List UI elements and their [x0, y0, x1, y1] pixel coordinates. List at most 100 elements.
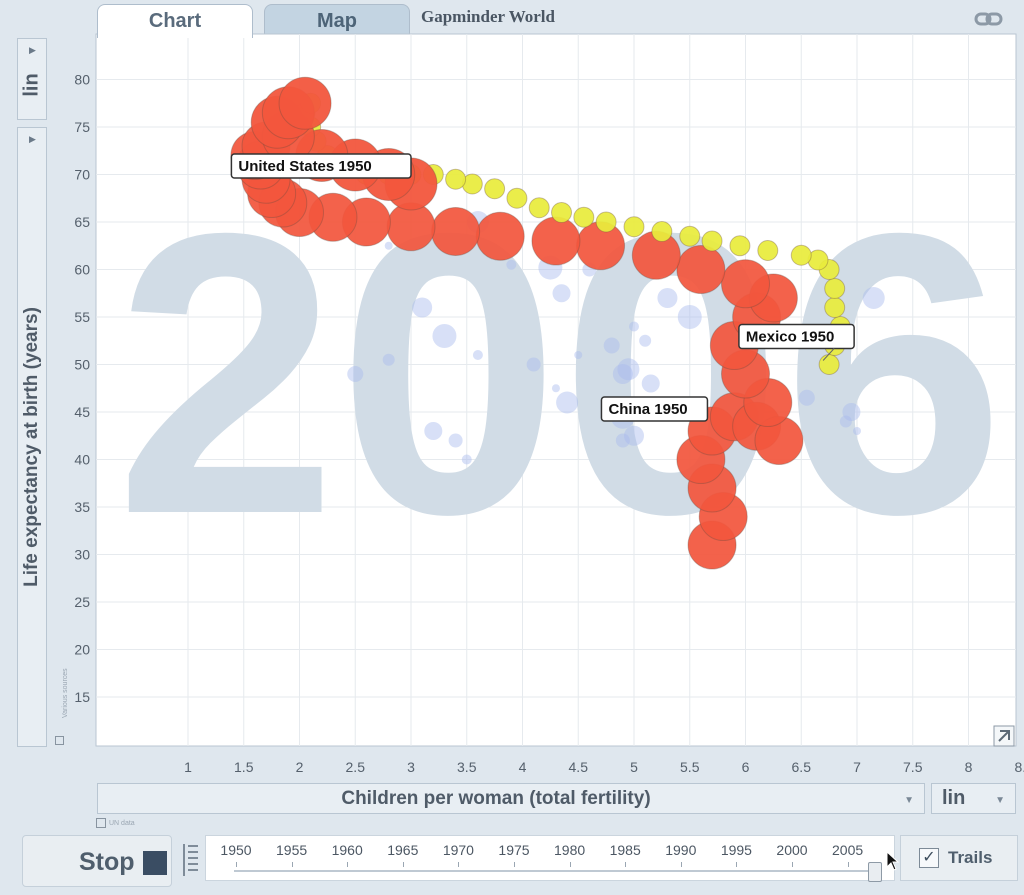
- data-bubble[interactable]: [839, 415, 852, 428]
- timeline-track[interactable]: [234, 870, 874, 872]
- data-bubble[interactable]: [531, 216, 581, 266]
- data-bubble[interactable]: [382, 353, 395, 366]
- data-bubble[interactable]: [623, 216, 645, 238]
- data-bubble[interactable]: [448, 433, 463, 448]
- speed-slider-icon[interactable]: [180, 840, 202, 880]
- data-bubble[interactable]: [824, 297, 846, 318]
- x-sources-link[interactable]: UN data: [96, 818, 135, 828]
- bubble-label-box: [738, 323, 855, 350]
- timeline-tick: [458, 862, 460, 867]
- timeline-tick: [347, 862, 349, 867]
- data-bubble[interactable]: [679, 225, 701, 247]
- data-bubble[interactable]: [824, 278, 846, 299]
- data-bubble[interactable]: [475, 211, 525, 261]
- data-bubble[interactable]: [798, 389, 815, 406]
- data-bubble[interactable]: [445, 168, 467, 190]
- x-indicator-dropdown[interactable]: Children per woman (total fertility) ▼: [97, 783, 925, 814]
- data-bubble[interactable]: [701, 230, 723, 252]
- data-bubble[interactable]: [472, 350, 483, 360]
- data-bubble[interactable]: [461, 454, 472, 465]
- data-bubble[interactable]: [639, 334, 652, 347]
- data-bubble[interactable]: [552, 284, 571, 303]
- data-bubble[interactable]: [526, 357, 541, 372]
- data-bubble[interactable]: [528, 197, 550, 219]
- timeline-tick: [569, 862, 571, 867]
- data-bubble[interactable]: [842, 403, 861, 421]
- data-bubble[interactable]: [432, 324, 457, 348]
- timeline[interactable]: 1950 1955 1960 1965 1970 1975 1980 1985 1990 1995…: [205, 835, 895, 882]
- timeline-year-label: 2000: [776, 842, 808, 858]
- data-bubble[interactable]: [506, 259, 517, 270]
- data-bubble[interactable]: [676, 245, 726, 294]
- trails-checkbox[interactable]: ✓: [919, 848, 939, 868]
- data-bubble[interactable]: [729, 235, 751, 257]
- data-bubble[interactable]: [629, 321, 639, 332]
- data-bubble[interactable]: [506, 187, 528, 209]
- data-bubble[interactable]: [573, 206, 595, 228]
- x-scale-dropdown[interactable]: lin ▼: [931, 783, 1016, 814]
- data-bubble[interactable]: [677, 305, 702, 329]
- timeline-tick: [514, 862, 515, 867]
- timeline-year-label: 1990: [665, 842, 697, 858]
- timeline-year-label: 1960: [331, 842, 363, 858]
- data-bubble[interactable]: [384, 241, 393, 250]
- bubble-label[interactable]: Mexico 1950: [738, 323, 855, 361]
- dropdown-arrow-icon: ▶: [29, 134, 36, 144]
- data-bubble[interactable]: [603, 337, 620, 354]
- x-tick-label: 4: [519, 759, 527, 775]
- table-icon[interactable]: [55, 736, 64, 745]
- y-tick-label: 30: [74, 547, 90, 563]
- dropdown-arrow-icon: ▶: [29, 45, 36, 55]
- data-bubble[interactable]: [278, 76, 332, 130]
- x-tick-label: 8.5: [1015, 759, 1024, 775]
- y-tick-label: 25: [74, 594, 90, 610]
- y-indicator-dropdown[interactable]: ▶ Life expectancy at birth (years): [17, 127, 47, 747]
- timeline-tick: [625, 862, 627, 867]
- expand-icon[interactable]: [993, 725, 1015, 747]
- timeline-slider-handle[interactable]: [868, 862, 882, 882]
- data-bubble[interactable]: [651, 221, 673, 242]
- data-bubble[interactable]: [615, 433, 630, 448]
- data-bubble[interactable]: [641, 374, 660, 393]
- data-bubble[interactable]: [657, 288, 678, 308]
- data-bubble[interactable]: [347, 366, 364, 382]
- trails-toggle[interactable]: ✓ Trails: [900, 835, 1018, 881]
- timeline-year-label: 1995: [720, 842, 752, 858]
- bubble-label-text: United States 1950: [238, 158, 371, 175]
- data-bubble[interactable]: [556, 391, 579, 414]
- y-scale-dropdown[interactable]: ▶ lin: [17, 38, 47, 120]
- data-bubble[interactable]: [484, 178, 506, 200]
- data-bubble[interactable]: [551, 384, 560, 393]
- dropdown-arrow-icon: ▼: [904, 795, 914, 806]
- data-bubble[interactable]: [612, 364, 633, 384]
- label-leader-line: [822, 348, 835, 361]
- data-bubble[interactable]: [617, 358, 640, 381]
- x-tick-label: 2: [296, 759, 304, 775]
- data-bubble[interactable]: [818, 354, 840, 375]
- x-tick-label: 7: [853, 759, 861, 775]
- data-bubble[interactable]: [431, 207, 481, 256]
- data-bubble[interactable]: [624, 425, 644, 446]
- data-bubble[interactable]: [412, 297, 433, 318]
- data-bubble[interactable]: [853, 427, 861, 435]
- y-tick-label: 20: [74, 642, 90, 658]
- x-tick-label: 6.5: [792, 759, 812, 775]
- y-tick-label: 15: [74, 689, 90, 705]
- link-icon[interactable]: [974, 10, 1004, 28]
- x-tick-label: 1: [184, 759, 192, 775]
- data-bubble[interactable]: [424, 422, 443, 440]
- tab-map[interactable]: Map: [264, 4, 410, 36]
- data-bubble[interactable]: [790, 244, 812, 266]
- series-china[interactable]: [230, 121, 804, 570]
- tab-chart[interactable]: Chart: [97, 4, 253, 38]
- data-bubble[interactable]: [757, 240, 779, 261]
- data-bubble[interactable]: [574, 351, 583, 359]
- bubble-label[interactable]: United States 1950: [230, 153, 412, 179]
- data-bubble[interactable]: [595, 211, 617, 233]
- data-bubble[interactable]: [721, 259, 770, 309]
- bubble-label[interactable]: China 1950: [600, 396, 709, 422]
- data-bubble[interactable]: [551, 202, 573, 223]
- x-tick-label: 7.5: [903, 759, 923, 775]
- stop-button[interactable]: Stop: [22, 835, 172, 887]
- data-bubble[interactable]: [862, 287, 885, 309]
